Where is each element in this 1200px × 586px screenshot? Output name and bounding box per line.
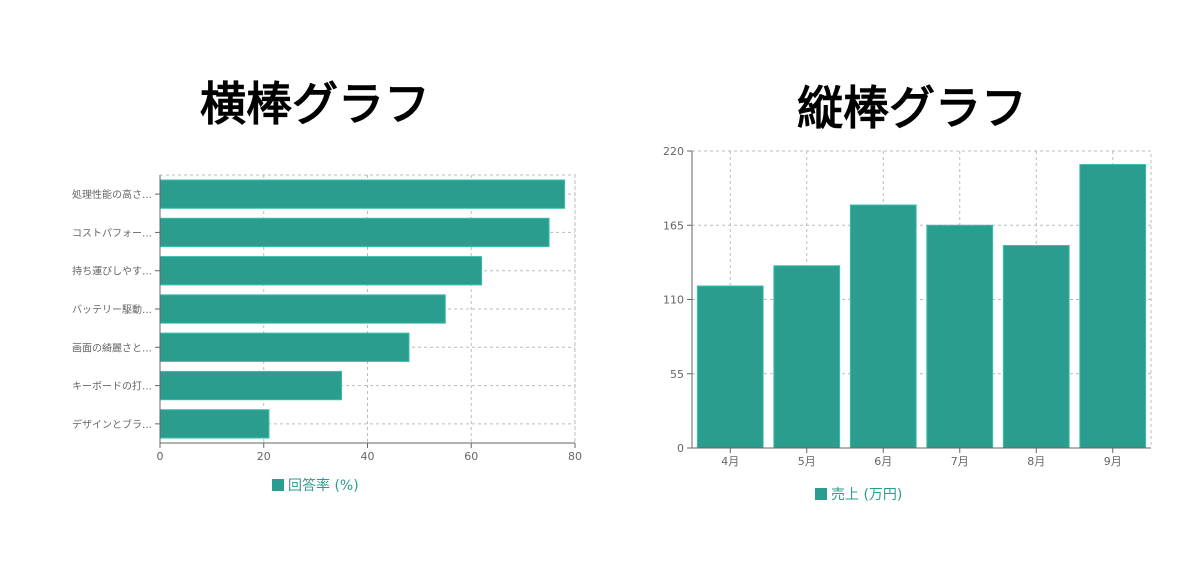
x-tick-label: 6月 (874, 455, 892, 468)
y-tick-label: 処理性能の高さ… (72, 188, 152, 201)
y-tick-label: 110 (663, 294, 684, 307)
x-tick-label: 8月 (1027, 455, 1045, 468)
x-tick-label: 40 (361, 450, 375, 463)
x-tick-label: 60 (464, 450, 478, 463)
y-tick-label: デザインとブラ… (72, 418, 152, 431)
x-tick-label: 5月 (798, 455, 816, 468)
y-tick-label: 165 (663, 219, 684, 232)
legend-swatch (815, 488, 827, 500)
bar (159, 332, 410, 362)
y-tick-label: 220 (663, 145, 684, 158)
bar (159, 256, 483, 286)
x-tick-label: 7月 (951, 455, 969, 468)
bar (1079, 164, 1147, 449)
horizontal-chart-legend[interactable]: 回答率 (%) (272, 475, 359, 495)
x-tick-label: 4月 (721, 455, 739, 468)
x-tick-label: 20 (257, 450, 271, 463)
legend-label: 売上 (万円) (831, 487, 903, 503)
vertical-chart-legend[interactable]: 売上 (万円) (815, 484, 902, 504)
y-tick-label: キーボードの打… (72, 380, 152, 393)
bar (773, 265, 841, 449)
bar (159, 294, 446, 324)
x-tick-label: 9月 (1104, 455, 1122, 468)
vertical-chart-title: 縦棒グラフ (797, 81, 1027, 135)
bar (1002, 245, 1070, 449)
x-tick-label: 0 (157, 450, 164, 463)
horizontal-chart-title: 横棒グラフ (200, 77, 430, 131)
y-tick-label: 持ち運びしやす… (72, 265, 152, 278)
bar (159, 217, 550, 248)
bar (159, 409, 270, 439)
x-tick-label: 80 (568, 450, 582, 463)
y-tick-label: バッテリー駆動… (72, 303, 152, 316)
bar (159, 370, 343, 401)
y-tick-label: 55 (670, 368, 684, 381)
bar (696, 285, 764, 449)
y-tick-label: 0 (677, 442, 684, 455)
legend-label: 回答率 (%) (288, 478, 359, 494)
bar (926, 224, 994, 449)
bar (159, 179, 566, 209)
y-tick-label: 画面の綺麗さと… (72, 341, 152, 354)
legend-swatch (272, 479, 284, 491)
y-tick-label: コストパフォー… (72, 227, 152, 239)
bar (849, 204, 917, 449)
